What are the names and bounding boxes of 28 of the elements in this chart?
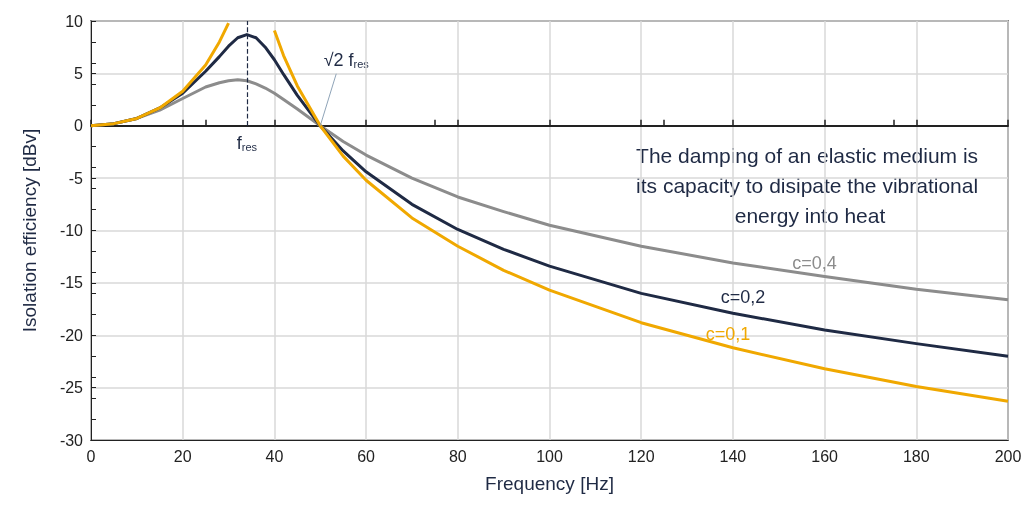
ref-line-label: fres: [236, 133, 258, 154]
x-tick-label: 100: [536, 447, 563, 465]
x-tick-label: 200: [994, 447, 1022, 465]
x-tick-label: 20: [173, 447, 192, 465]
x-tick-label: 160: [811, 447, 839, 465]
y-tick-label: 10: [65, 12, 84, 30]
x-tick-label: 0: [86, 447, 96, 465]
y-tick-label: -20: [59, 326, 84, 344]
x-tick-label: 40: [265, 447, 284, 465]
y-tick-label: -25: [59, 379, 84, 397]
x-tick-label: 80: [448, 447, 467, 465]
y-tick-label: 5: [74, 64, 84, 82]
y-tick-label: -5: [68, 169, 84, 187]
y-tick-label: -10: [59, 222, 84, 239]
y-tick-label: 0: [74, 117, 84, 135]
x-tick-label: 180: [902, 447, 930, 465]
series-label: c=0,1: [705, 323, 751, 344]
annotation: The damping of an elastic medium is its capacity to disipate the vibrational energy into heat: [636, 143, 984, 227]
x-tick-label: 120: [627, 447, 655, 465]
y-axis-title: Isolation efficiency [dBv]: [19, 128, 40, 333]
x-tick-label: 140: [719, 447, 747, 465]
y-tick-label: -30: [59, 431, 84, 449]
x-tick-label: 60: [357, 447, 376, 465]
x-axis-title: Frequency [Hz]: [485, 473, 614, 494]
annotation: √2 fres: [323, 50, 370, 71]
series-label: c=0,2: [720, 287, 766, 308]
series-label: c=0,4: [792, 252, 837, 273]
y-tick-label: -15: [59, 274, 84, 292]
